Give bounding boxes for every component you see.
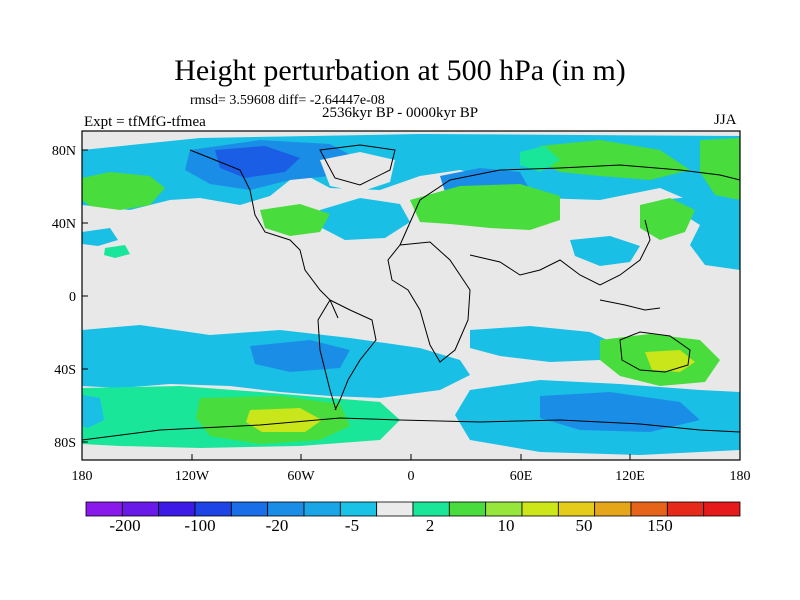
contour-greenland-neutral (320, 152, 395, 192)
colorbar-label: -200 (109, 516, 140, 535)
colorbar-label: 150 (647, 516, 673, 535)
contour-southern-yellow-green (246, 408, 322, 432)
coast-indonesia (599, 299, 661, 311)
contour-siberia-green (535, 140, 690, 180)
contour-pacific-green-ne (700, 138, 740, 200)
colorbar-swatch (85, 501, 123, 517)
longitude-labels: 180 120W 60W 0 60E 120E 180 (72, 469, 751, 484)
colorbar-swatch (703, 501, 741, 517)
map-title: Height perturbation at 500 hPa (in m) (174, 54, 626, 87)
rmsd-diff-stats: rmsd= 3.59608 diff= -2.64447e-08 (190, 93, 385, 108)
contour-namerica-green (260, 204, 330, 236)
contour-indian-light-blue (470, 326, 620, 362)
axis-ticks (81, 149, 741, 460)
colorbar-label: -100 (184, 516, 215, 535)
contour-south-ocean-mid-blue-e (540, 392, 700, 432)
colorbar-label: -5 (345, 516, 359, 535)
contour-npacific-light-blue (660, 196, 740, 270)
coast-greenland (319, 144, 396, 186)
contour-natlantic-light-blue (320, 198, 410, 240)
latitude-labels: 80N 40N 0 40S 80S (52, 144, 76, 451)
colorbar-swatch (230, 501, 269, 517)
season-label: JJA (714, 112, 737, 128)
contour-west-edge-light-blue (82, 395, 104, 428)
experiment-label: Expt = tfMfG-tfmea (84, 114, 206, 130)
lon-label: 60E (510, 469, 533, 484)
lon-label: 120W (175, 469, 210, 484)
contour-pacific-light-blue-w (82, 228, 118, 246)
lon-label: 180 (72, 469, 93, 484)
colorbar-swatch (303, 501, 341, 517)
lat-label: 0 (69, 290, 76, 305)
colorbar-swatch (630, 501, 668, 517)
coast-africa (387, 241, 471, 363)
contour-europe-green (410, 184, 560, 230)
coast-eurasia (399, 164, 740, 246)
colorbar (85, 501, 741, 517)
coast-south-america (329, 299, 377, 411)
time-period: 2536kyr BP - 0000kyr BP (322, 105, 479, 121)
contour-pacific-green-nw (82, 172, 165, 210)
contour-canada-dark-blue (215, 146, 300, 178)
contour-siberia-teal (520, 146, 560, 172)
coast-asia-south (469, 219, 651, 286)
colorbar-label: 10 (498, 516, 515, 535)
colorbar-swatch (448, 501, 487, 517)
colorbar-labels: -200 -100 -20 -5 2 10 50 150 (109, 516, 672, 535)
colorbar-swatch (194, 501, 232, 517)
coast-australia (619, 331, 691, 373)
colorbar-label: 2 (426, 516, 435, 535)
colorbar-label: -20 (266, 516, 289, 535)
lat-label: 80S (54, 436, 76, 451)
contour-southern-mid-blue (250, 340, 350, 372)
lon-label: 180 (730, 469, 751, 484)
coastlines (82, 144, 740, 441)
coast-antarctica (82, 417, 740, 441)
colorbar-swatch (158, 501, 196, 517)
lat-label: 40S (54, 363, 76, 378)
colorbar-swatch (267, 501, 305, 517)
coast-north-america (189, 149, 339, 319)
contour-china-light-blue (570, 236, 640, 266)
colorbar-swatch (339, 501, 378, 517)
colorbar-swatch (485, 501, 523, 517)
colorbar-swatch (121, 501, 160, 517)
colorbar-label: 50 (576, 516, 593, 535)
lon-label: 60W (287, 469, 315, 484)
colorbar-swatch (412, 501, 450, 517)
colorbar-swatch (557, 501, 596, 517)
colorbar-swatch (594, 501, 632, 517)
lat-label: 80N (52, 144, 76, 159)
lon-label: 0 (408, 469, 415, 484)
colorbar-swatch (376, 501, 414, 517)
lon-label: 120E (615, 469, 645, 484)
lat-label: 40N (52, 217, 76, 232)
colorbar-swatch (666, 501, 705, 517)
contour-pacific-teal-spot (104, 245, 130, 258)
coast-south-america-west (317, 299, 337, 411)
contour-asia-green (640, 198, 695, 240)
colorbar-swatch (521, 501, 559, 517)
